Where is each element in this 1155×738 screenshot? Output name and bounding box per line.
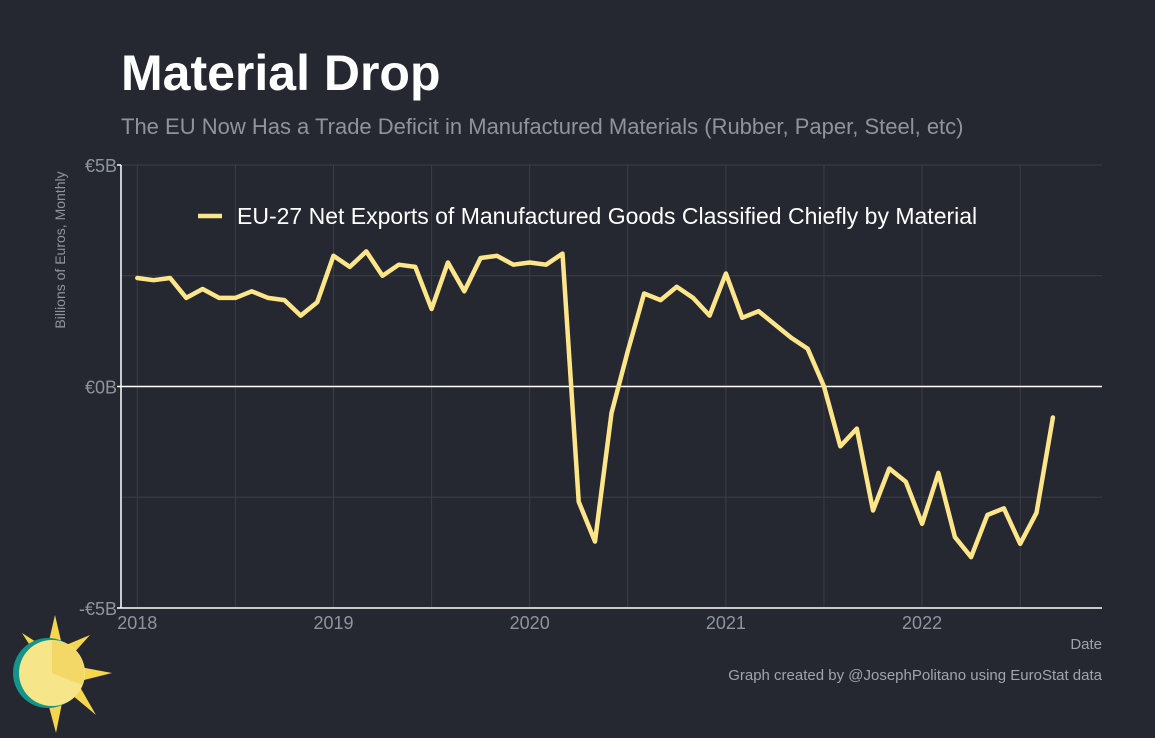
y-tick-label: -€5B (79, 599, 117, 619)
series-line (135, 249, 1056, 560)
axes (120, 165, 1102, 609)
sun-icon (13, 615, 112, 733)
x-tick-label: 2019 (313, 613, 353, 633)
chart-subtitle: The EU Now Has a Trade Deficit in Manufa… (121, 114, 964, 139)
y-tick-label: €0B (85, 378, 117, 398)
x-tick-label: 2018 (117, 613, 157, 633)
x-tick-labels: 2018 2019 2020 2021 2022 (117, 613, 942, 633)
y-axis-label: Billions of Euros, Monthly (52, 171, 68, 328)
y-tick-labels: €5B €0B -€5B (79, 156, 121, 619)
chart-title: Material Drop (121, 45, 441, 101)
x-tick-label: 2020 (510, 613, 550, 633)
x-tick-label: 2021 (706, 613, 746, 633)
x-axis-label: Date (1070, 636, 1102, 653)
y-tick-label: €5B (85, 156, 117, 176)
chart-credit: Graph created by @JosephPolitano using E… (728, 667, 1102, 684)
data-points (137, 251, 1054, 558)
x-tick-label: 2022 (902, 613, 942, 633)
legend: EU-27 Net Exports of Manufactured Goods … (198, 203, 977, 229)
legend-label: EU-27 Net Exports of Manufactured Goods … (237, 203, 977, 229)
